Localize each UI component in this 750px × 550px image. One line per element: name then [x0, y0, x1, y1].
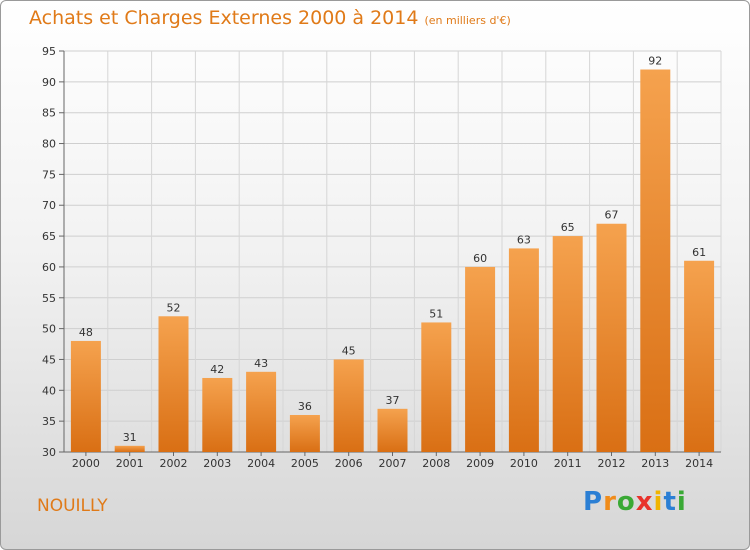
proxiti-logo: Proxiti — [583, 487, 687, 517]
logo-letter: o — [616, 487, 636, 517]
x-tick-label-2013: 2013 — [641, 457, 669, 470]
bar-2003 — [202, 377, 233, 452]
bar-2007 — [377, 408, 408, 452]
y-tick-label: 50 — [42, 323, 56, 336]
y-tick-label: 55 — [42, 292, 56, 305]
value-label-2004: 43 — [254, 357, 268, 370]
y-tick-label: 95 — [42, 45, 56, 58]
chart-subtitle: (en milliers d'€) — [424, 14, 511, 27]
x-tick-label-2006: 2006 — [335, 457, 363, 470]
chart-title-text: Achats et Charges Externes 2000 à 2014 — [29, 7, 419, 29]
bar-2013 — [640, 69, 671, 452]
logo-letter: x — [635, 487, 654, 517]
y-tick-label: 40 — [42, 384, 56, 397]
logo-letter: r — [603, 487, 617, 517]
value-label-2005: 36 — [298, 400, 312, 413]
x-tick-label-2004: 2004 — [247, 457, 275, 470]
x-tick-label-2001: 2001 — [116, 457, 144, 470]
bar-2014 — [684, 260, 715, 452]
value-label-2011: 65 — [561, 221, 575, 234]
value-label-2003: 42 — [210, 363, 224, 376]
bar-2001 — [114, 445, 145, 452]
x-tick-label-2005: 2005 — [291, 457, 319, 470]
value-label-2007: 37 — [386, 394, 400, 407]
value-label-2002: 52 — [167, 301, 181, 314]
bar-2011 — [552, 236, 583, 452]
value-label-2008: 51 — [429, 307, 443, 320]
value-label-2001: 31 — [123, 431, 137, 444]
bars — [70, 69, 715, 452]
value-label-2000: 48 — [79, 326, 93, 339]
y-tick-label: 70 — [42, 199, 56, 212]
y-tick-label: 45 — [42, 353, 56, 366]
bar-2002 — [158, 316, 189, 452]
y-tick-label: 60 — [42, 261, 56, 274]
value-label-2014: 61 — [692, 246, 706, 259]
x-tick-label-2007: 2007 — [379, 457, 407, 470]
y-tick-label: 80 — [42, 138, 56, 151]
logo-letter: i — [676, 487, 687, 517]
y-tick-label: 85 — [42, 107, 56, 120]
commune-name: NOUILLY — [37, 496, 108, 516]
bar-2012 — [596, 223, 627, 452]
logo-letter: t — [663, 487, 677, 517]
value-label-2009: 60 — [473, 252, 487, 265]
x-tick-label-2014: 2014 — [685, 457, 713, 470]
bar-2008 — [421, 322, 452, 452]
x-tick-label-2012: 2012 — [598, 457, 626, 470]
y-tick-label: 90 — [42, 76, 56, 89]
y-tick-label: 30 — [42, 446, 56, 459]
value-labels: 48 31 52 42 43 36 45 37 51 60 63 65 67 92 61 — [79, 55, 706, 444]
value-label-2012: 67 — [605, 209, 619, 222]
x-tick-label-2000: 2000 — [72, 457, 100, 470]
x-tick-label-2009: 2009 — [466, 457, 494, 470]
value-label-2013: 92 — [648, 55, 662, 68]
y-tick-label: 75 — [42, 168, 56, 181]
y-tick-label: 65 — [42, 230, 56, 243]
chart-title: Achats et Charges Externes 2000 à 2014 (e… — [29, 7, 511, 29]
x-tick-label-2002: 2002 — [160, 457, 188, 470]
x-tick-label-2010: 2010 — [510, 457, 538, 470]
bar-2005 — [289, 414, 320, 452]
x-tick-label-2011: 2011 — [554, 457, 582, 470]
x-tick-label-2008: 2008 — [422, 457, 450, 470]
bar-2004 — [246, 371, 277, 452]
x-tick-label-2003: 2003 — [203, 457, 231, 470]
value-label-2010: 63 — [517, 233, 531, 246]
bar-2006 — [333, 359, 364, 452]
logo-letter: P — [583, 487, 604, 517]
bar-2000 — [70, 340, 101, 452]
bar-2009 — [465, 266, 496, 452]
logo-letter: i — [653, 487, 664, 517]
value-label-2006: 45 — [342, 344, 356, 357]
y-tick-label: 35 — [42, 415, 56, 428]
bar-2010 — [508, 248, 539, 452]
